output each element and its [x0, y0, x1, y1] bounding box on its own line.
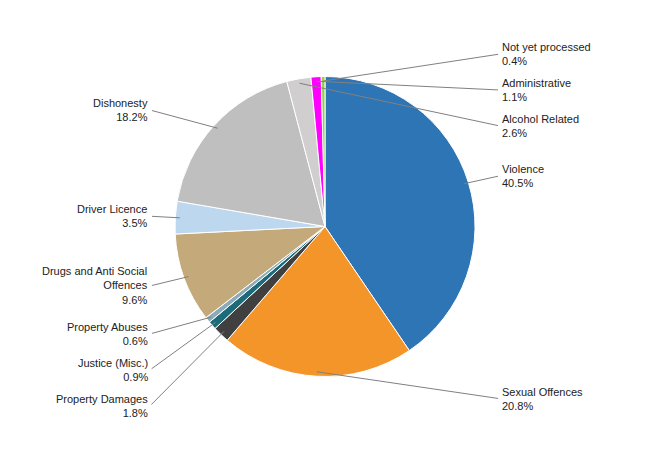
svg-text:Alcohol Related2.6%: Alcohol Related2.6% — [502, 113, 579, 139]
svg-text:Violence40.5%: Violence40.5% — [502, 163, 544, 189]
svg-text:Drugs and Anti SocialOffences9: Drugs and Anti SocialOffences9.6% — [42, 265, 148, 306]
svg-text:Driver Licence3.5%: Driver Licence3.5% — [77, 203, 148, 229]
svg-text:Sexual Offences20.8%: Sexual Offences20.8% — [502, 386, 583, 412]
svg-text:Property Damages1.8%: Property Damages1.8% — [56, 393, 148, 419]
svg-text:Property Abuses0.6%: Property Abuses0.6% — [67, 321, 148, 347]
svg-text:Administrative1.1%: Administrative1.1% — [502, 77, 571, 103]
svg-text:Not yet processed0.4%: Not yet processed0.4% — [502, 41, 591, 67]
svg-text:Dishonesty18.2%: Dishonesty18.2% — [93, 97, 148, 123]
svg-text:Justice (Misc.)0.9%: Justice (Misc.)0.9% — [78, 357, 148, 383]
